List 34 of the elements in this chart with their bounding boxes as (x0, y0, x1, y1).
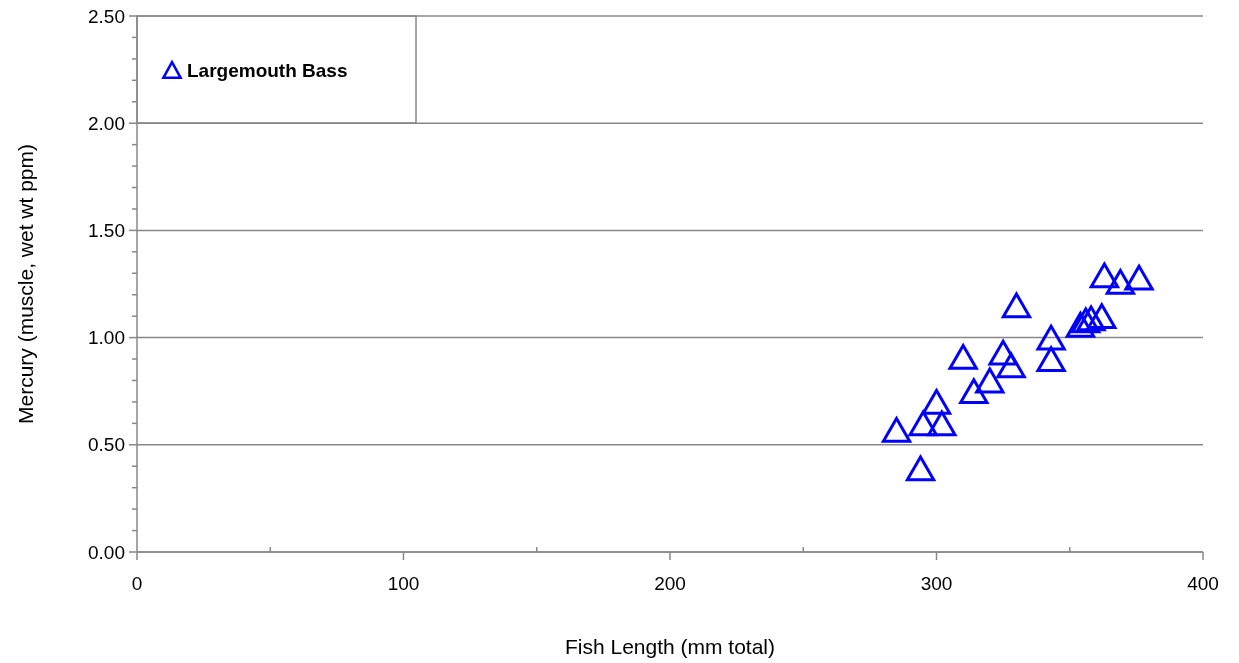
point (921, 389, 952, 415)
point (1036, 324, 1066, 351)
point (908, 410, 938, 437)
point (1089, 262, 1120, 289)
y-tick-label: 0.50 (88, 434, 125, 456)
point (1036, 346, 1066, 372)
point (905, 455, 936, 482)
y-tick-label: 2.00 (88, 112, 125, 134)
point (1065, 311, 1096, 338)
x-tick-label: 0 (131, 573, 143, 594)
point (881, 416, 912, 443)
legend-label: Largemouth Bass (187, 59, 348, 81)
point (948, 344, 978, 370)
point (1076, 305, 1106, 332)
x-axis-title: Fish Length (mm total) (564, 635, 776, 658)
point (927, 410, 957, 437)
y-tick-label: 1.50 (88, 220, 125, 242)
point (959, 378, 989, 405)
x-tick-label: 100 (387, 573, 420, 594)
point (988, 339, 1018, 366)
y-tick-label: 1.00 (88, 327, 125, 349)
point (996, 352, 1026, 379)
point (1087, 303, 1117, 330)
point (975, 367, 1005, 394)
x-tick-label: 400 (1187, 573, 1219, 594)
x-tick-label: 300 (920, 573, 953, 594)
y-tick-label: 2.50 (88, 5, 125, 27)
point (1001, 292, 1032, 319)
y-tick-label: 0.00 (88, 541, 125, 563)
point (1124, 264, 1154, 291)
x-tick-label: 200 (654, 573, 686, 594)
point (1071, 307, 1101, 334)
y-axis-title: Mercury (muscle, wet wt ppm) (14, 143, 37, 425)
point (1105, 268, 1136, 295)
